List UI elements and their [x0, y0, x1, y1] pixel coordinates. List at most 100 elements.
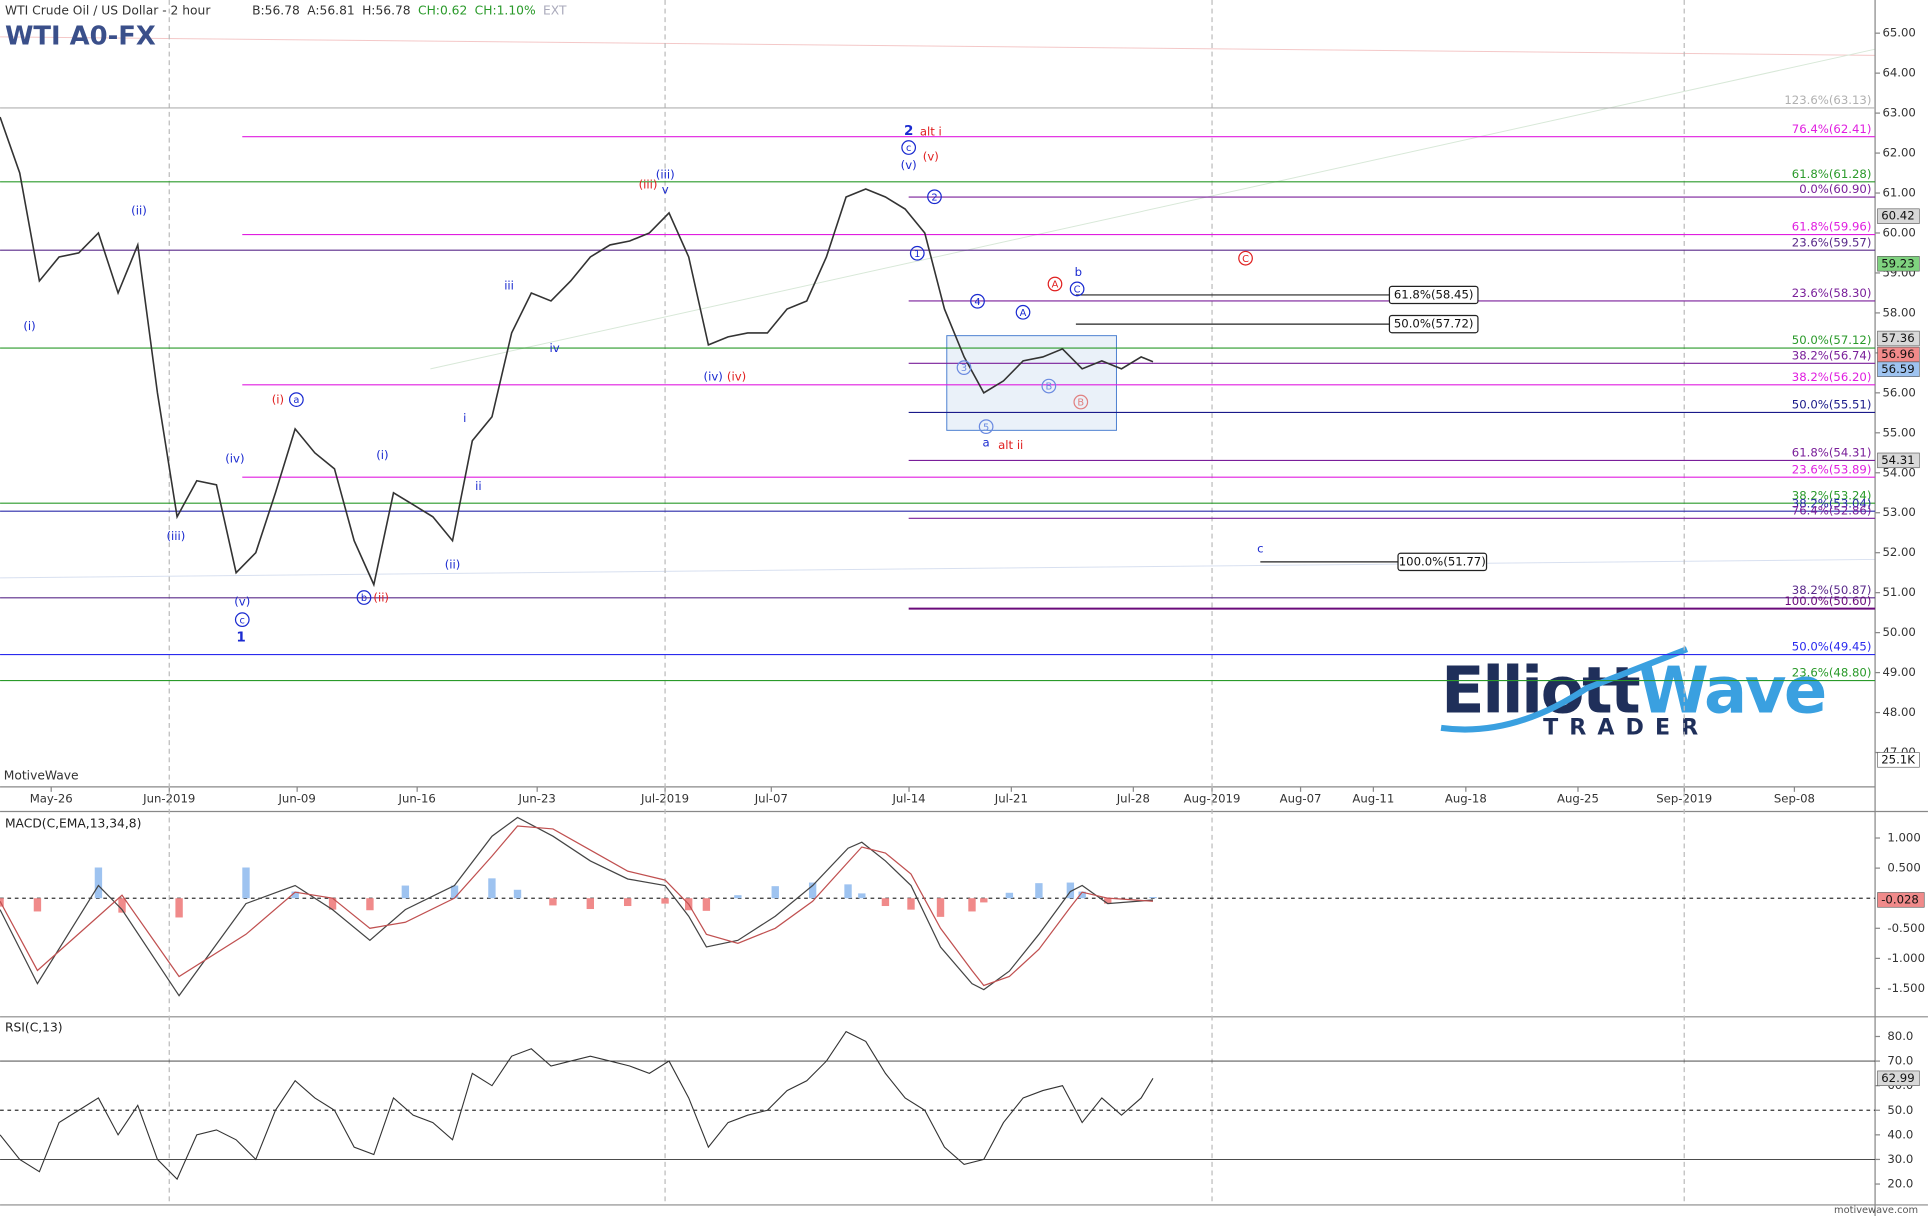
x-tick-label: Jun-16: [398, 792, 436, 806]
quote-item: H:56.78: [362, 4, 411, 18]
wave-circle: [956, 360, 972, 376]
price-badge-label: 59.23: [1881, 256, 1914, 270]
histogram-bar: [1066, 882, 1075, 899]
histogram-bar: [450, 885, 459, 899]
wave-label: i: [463, 411, 466, 425]
price-line: [0, 116, 1154, 588]
wave-label: (i): [23, 319, 35, 333]
x-tick-label: Jun-09: [277, 792, 315, 806]
wave-label: (iv): [225, 452, 244, 466]
price-badge: [1877, 361, 1920, 377]
histogram-bar: [1104, 898, 1112, 904]
fib-label: 0.0%(60.90): [1799, 182, 1871, 196]
wave-label: B: [1077, 398, 1084, 409]
wave-label: v: [662, 182, 669, 196]
histogram-bar: [175, 898, 183, 918]
wave-label: A: [1052, 280, 1059, 291]
logo-brand: Wave: [1638, 654, 1825, 728]
measure-box: [1397, 552, 1488, 572]
x-tick-label: Aug-2019: [1184, 792, 1241, 806]
logo-swoosh: [1440, 646, 1689, 733]
histogram-bar: [33, 898, 42, 912]
wave-label: (v): [234, 594, 250, 608]
y-tick-label: 62.00: [1882, 146, 1915, 160]
histogram-bar: [980, 898, 988, 903]
y-tick-label: 52.00: [1882, 545, 1915, 559]
wave-label: (i): [376, 448, 388, 462]
wave-label: (iii): [166, 529, 185, 543]
macd-line: [0, 825, 1154, 987]
price-badge: [1877, 208, 1920, 224]
quote-item: A:56.81: [307, 4, 354, 18]
wave-label: (iv): [704, 369, 723, 383]
wave-circle: [1238, 250, 1253, 266]
wave-label: C: [1242, 254, 1249, 265]
fib-label: 50.0%(49.45): [1792, 640, 1872, 654]
histogram-bar: [936, 898, 945, 917]
y-tick-label: 70.0: [1887, 1054, 1913, 1068]
wave-label: c: [1257, 541, 1263, 555]
y-tick-label: 55.00: [1882, 425, 1915, 439]
wave-label: 4: [974, 297, 980, 308]
price-badge-label: 56.96: [1881, 347, 1914, 361]
price-badge-label: 56.59: [1881, 362, 1914, 376]
histogram-bar: [94, 867, 103, 899]
fib-label: 23.6%(48.80): [1792, 666, 1872, 680]
wave-circle: [901, 140, 917, 155]
wave-label: 2: [904, 123, 913, 139]
wave-circle: [970, 293, 985, 309]
histogram-bar: [118, 898, 126, 913]
y-tick-label: 54.00: [1882, 465, 1915, 479]
wave-circle: [1015, 304, 1031, 320]
wave-circle: [1041, 378, 1057, 394]
y-tick-label: 51.00: [1882, 585, 1915, 599]
wave-label: (ii): [445, 557, 461, 571]
wave-label: b: [1075, 265, 1082, 279]
fib-label: 61.8%(59.96): [1792, 220, 1872, 234]
fib-label: 38.2%(56.74): [1792, 348, 1872, 362]
histogram-bar: [808, 882, 817, 899]
fib-label: 50.0%(57.12): [1792, 333, 1872, 347]
y-tick-label: 48.00: [1882, 705, 1915, 719]
wave-circle: [1047, 276, 1063, 292]
x-tick-label: Jul-2019: [640, 792, 689, 806]
wave-label: (iii): [656, 168, 675, 182]
y-tick-label: 1.000: [1887, 831, 1920, 845]
y-tick-label: 30.0: [1887, 1152, 1913, 1166]
symbol: WTI A0-FX: [5, 21, 156, 51]
wave-circle: [1069, 281, 1085, 297]
histogram-bar: [401, 885, 410, 899]
fib-label: 123.6%(63.13): [1784, 93, 1871, 107]
histogram-bar: [661, 898, 669, 904]
y-tick-label: 60.00: [1882, 225, 1915, 239]
x-tick-label: Aug-25: [1557, 792, 1599, 806]
wave-label: 2: [931, 192, 937, 203]
fib-label: 38.2%(50.87): [1792, 583, 1872, 597]
footer: motivewave.com: [1834, 1205, 1918, 1216]
y-tick-label: 50.00: [1882, 625, 1915, 639]
wave-circle: [927, 189, 942, 205]
rsi-badge: [1877, 1070, 1920, 1087]
x-tick-label: Sep-2019: [1656, 792, 1712, 806]
x-tick-label: Jul-21: [994, 792, 1028, 806]
fib-label: 23.6%(58.30): [1792, 286, 1872, 300]
y-tick-label: 58.00: [1882, 305, 1915, 319]
wave-label: ii: [475, 479, 482, 493]
x-tick-label: Jul-07: [754, 792, 788, 806]
histogram-bar: [907, 898, 915, 910]
y-tick-label: 65.00: [1882, 26, 1915, 40]
histogram-bar: [1005, 892, 1014, 899]
macd-badge-label: -0.028: [1881, 892, 1919, 906]
volume-badge: [1877, 752, 1920, 768]
fib-label: 50.0%(55.51): [1792, 398, 1872, 412]
histogram-bar: [858, 893, 866, 899]
histogram-bar: [549, 898, 557, 906]
wave-circle: [909, 245, 925, 261]
chart-title: WTI Crude Oil / US Dollar - 2 hour: [5, 4, 211, 18]
y-tick-label: -1.500: [1887, 981, 1925, 995]
histogram-bar: [1078, 891, 1086, 899]
y-tick-label: 0.500: [1887, 861, 1920, 875]
y-tick-label: 20.0: [1887, 1177, 1913, 1191]
wave-label: c: [906, 143, 911, 154]
